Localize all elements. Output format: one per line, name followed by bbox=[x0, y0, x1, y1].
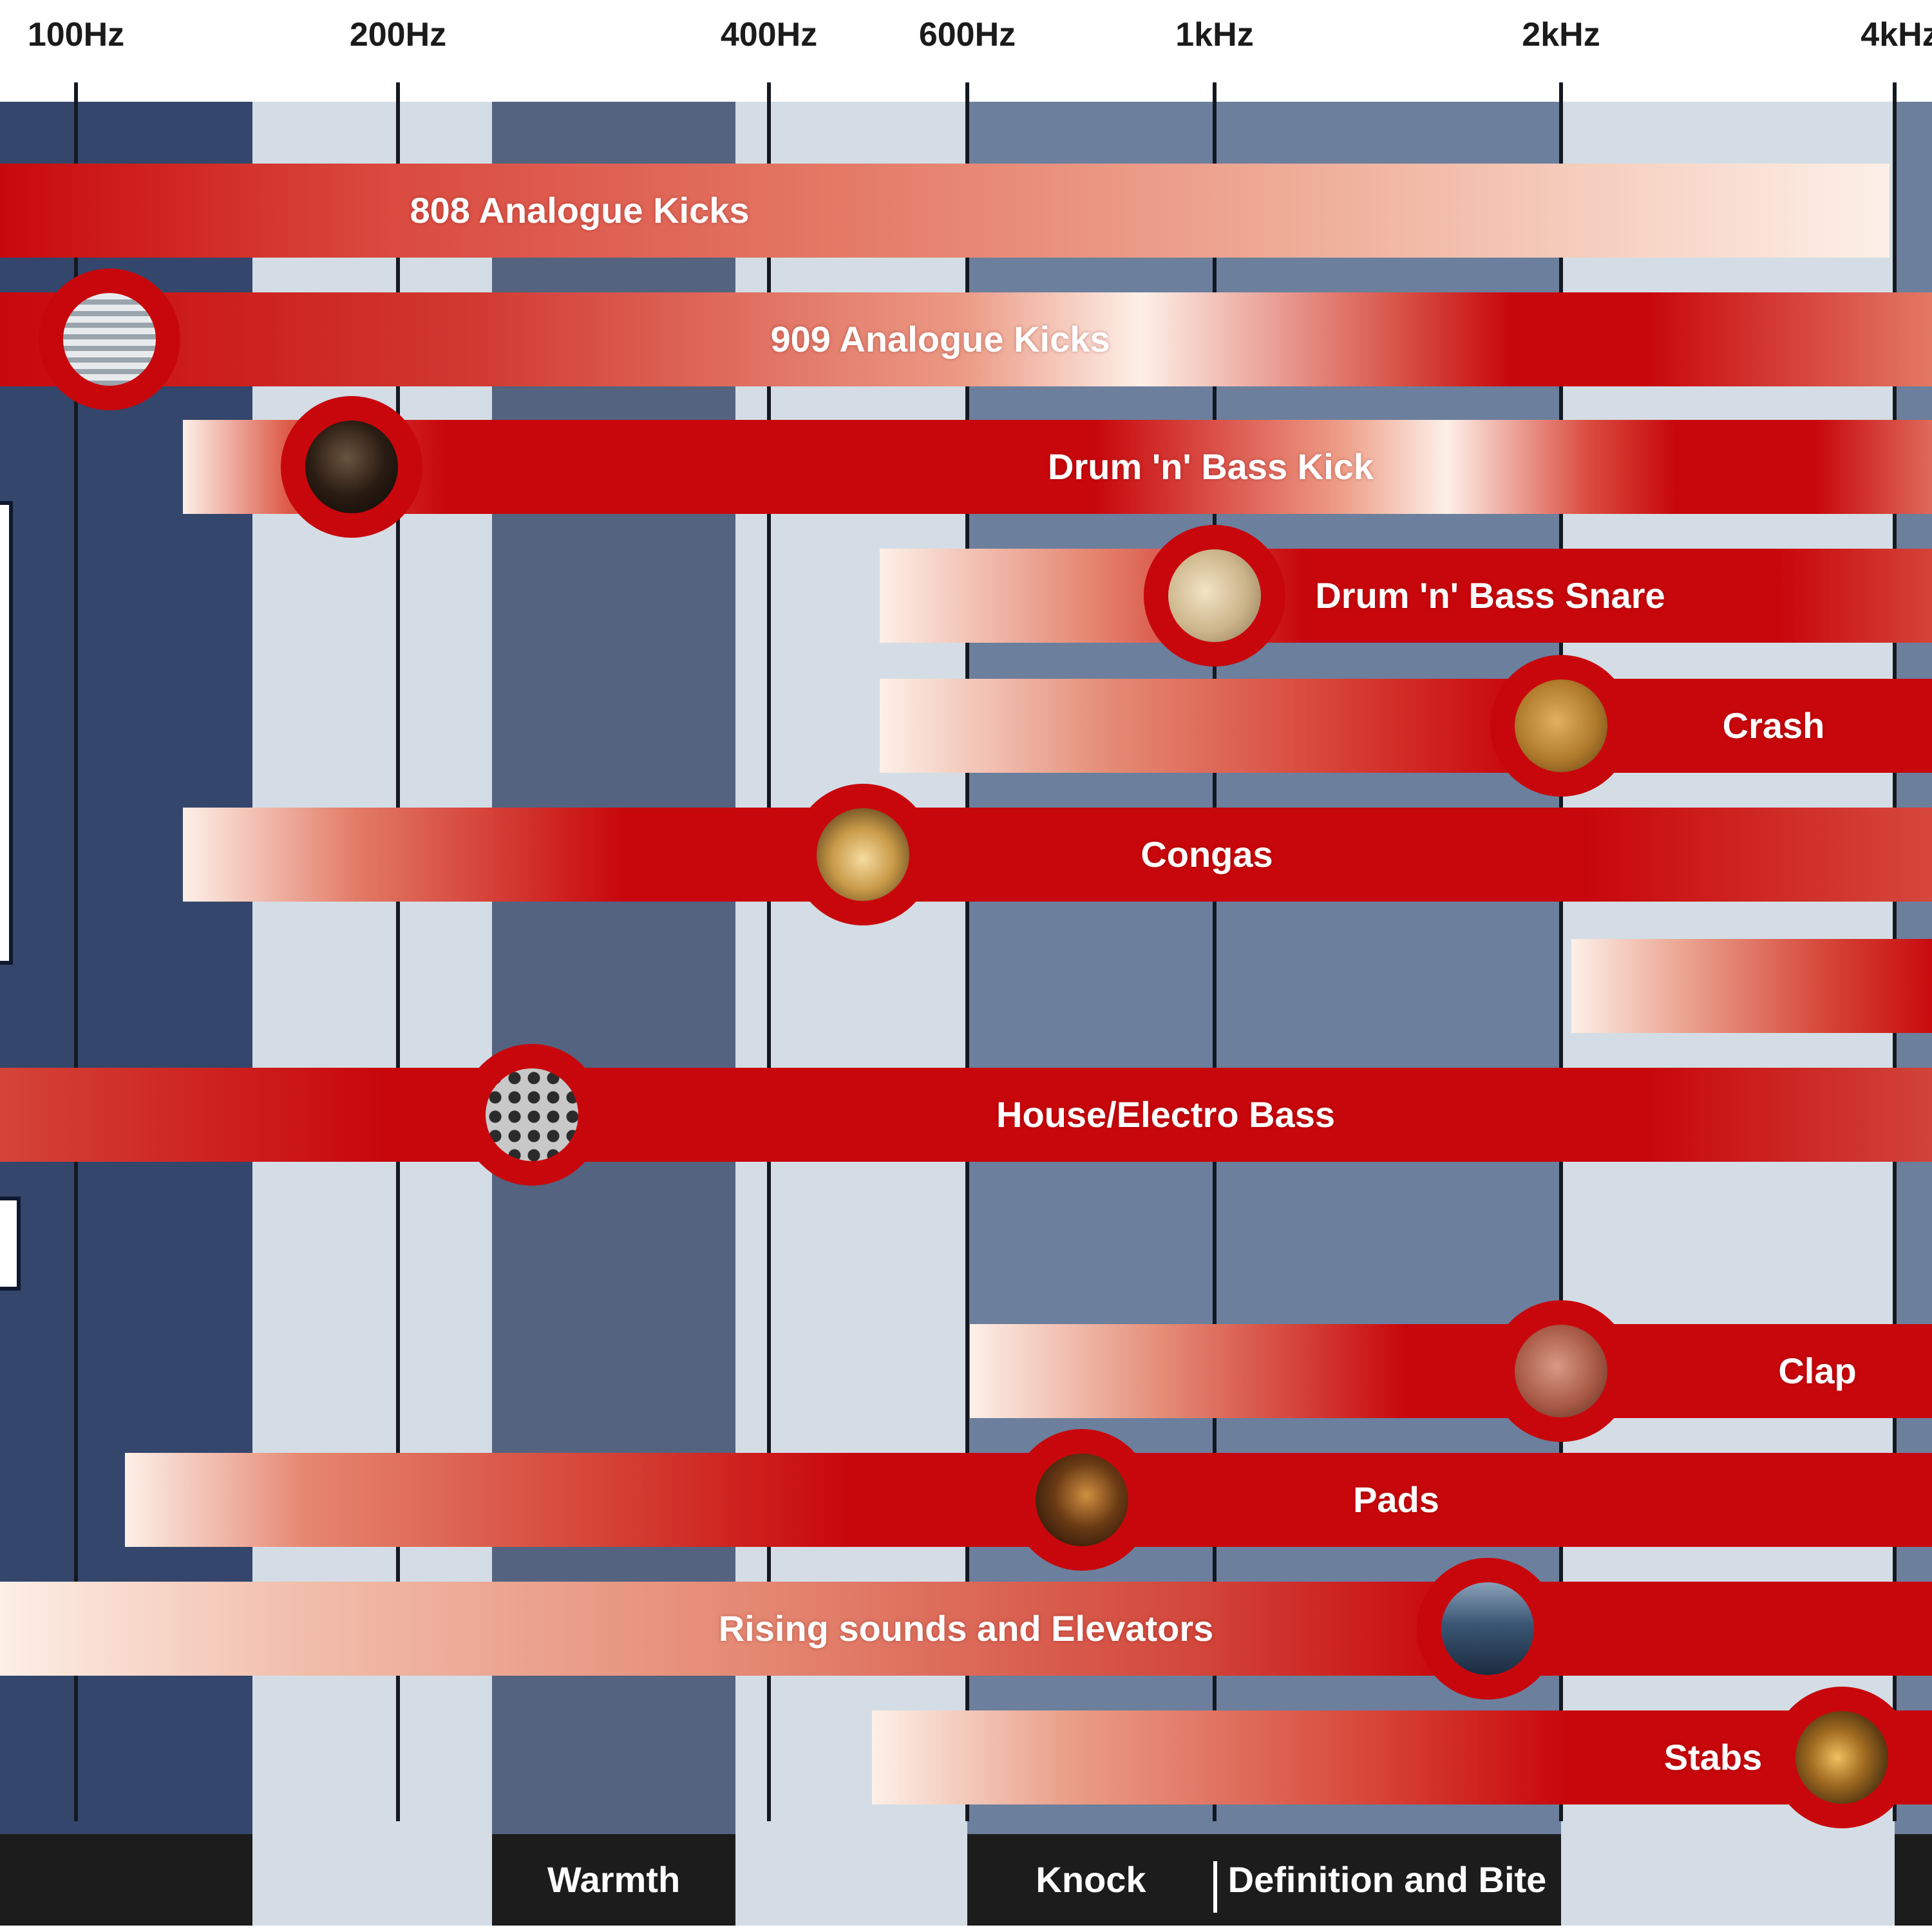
frequency-label: 1kHz bbox=[1175, 16, 1254, 53]
frequency-gridline bbox=[1213, 82, 1217, 1821]
frequency-band: Stabs bbox=[872, 1710, 1932, 1804]
zone-bar bbox=[967, 1834, 1561, 1926]
frequency-band: Drum 'n' Bass Kick bbox=[183, 420, 1932, 514]
band-label: Pads bbox=[1353, 1479, 1439, 1520]
zone-bar bbox=[1895, 1834, 1932, 1926]
zone-divider bbox=[1213, 1861, 1217, 1913]
grille-photo-icon bbox=[39, 269, 180, 410]
frequency-label: 2kHz bbox=[1522, 16, 1600, 53]
band-label: Stabs bbox=[1663, 1737, 1763, 1777]
frequency-band: Congas bbox=[183, 808, 1932, 902]
band-label: Drum 'n' Bass Kick bbox=[1048, 446, 1374, 487]
frequency-label: 200Hz bbox=[349, 16, 447, 53]
frequency-band: Drum 'n' Bass Snare bbox=[880, 549, 1932, 643]
legend-box bbox=[0, 501, 13, 965]
hands-photo-icon bbox=[1490, 1300, 1632, 1442]
frequency-band: Rising sounds and Elevators bbox=[0, 1582, 1932, 1676]
frequency-band bbox=[1571, 939, 1932, 1033]
frequency-band: Crash bbox=[880, 679, 1932, 773]
band-label: Clap bbox=[1778, 1350, 1857, 1391]
band-label: 909 Analogue Kicks bbox=[770, 319, 1110, 359]
icon-image bbox=[486, 1068, 578, 1161]
synth-photo-icon bbox=[1011, 1429, 1153, 1571]
frequency-band: 808 Analogue Kicks bbox=[0, 164, 1889, 258]
snare-photo-icon bbox=[1144, 525, 1285, 667]
frequency-gridline bbox=[74, 82, 78, 1821]
band-label: Rising sounds and Elevators bbox=[718, 1608, 1214, 1649]
band-label: House/Electro Bass bbox=[996, 1094, 1335, 1135]
speaker-photo-icon bbox=[461, 1044, 603, 1186]
icon-image bbox=[1168, 549, 1261, 642]
band-label: Crash bbox=[1722, 705, 1825, 746]
icon-image bbox=[817, 808, 909, 901]
frequency-gridline bbox=[965, 82, 969, 1821]
icon-image bbox=[1795, 1711, 1888, 1804]
frequency-band: Clap bbox=[970, 1324, 1932, 1418]
legend-box bbox=[0, 1197, 21, 1291]
frequency-label: 400Hz bbox=[720, 16, 818, 53]
zone-label: Definition and Bite bbox=[1227, 1859, 1547, 1900]
icon-image bbox=[63, 293, 156, 386]
conga-photo-icon bbox=[792, 784, 934, 925]
frequency-gridline bbox=[1559, 82, 1563, 1821]
frequency-band: House/Electro Bass bbox=[0, 1068, 1932, 1162]
trumpet-photo-icon bbox=[1771, 1687, 1913, 1828]
cymbal-photo-icon bbox=[1490, 655, 1632, 797]
frequency-gridline bbox=[396, 82, 400, 1821]
frequency-label: 600Hz bbox=[918, 16, 1016, 53]
frequency-label: 4kHz bbox=[1861, 16, 1932, 53]
zone-label: Warmth bbox=[547, 1859, 681, 1900]
frequency-band: 909 Analogue Kicks bbox=[0, 292, 1932, 386]
frequency-gridline bbox=[767, 82, 771, 1821]
band-label: 808 Analogue Kicks bbox=[410, 190, 750, 231]
city-photo-icon bbox=[1417, 1558, 1558, 1700]
frequency-label: 100Hz bbox=[27, 16, 125, 53]
band-label: Drum 'n' Bass Snare bbox=[1315, 575, 1665, 616]
icon-image bbox=[1515, 1325, 1607, 1417]
zone-label: Knock bbox=[1036, 1859, 1146, 1900]
band-label: Congas bbox=[1141, 834, 1273, 875]
icon-image bbox=[1515, 679, 1607, 772]
icon-image bbox=[1036, 1454, 1128, 1546]
zone-bar bbox=[492, 1834, 735, 1926]
icon-image bbox=[1441, 1582, 1534, 1675]
zone-bar bbox=[0, 1834, 252, 1926]
drum-photo-icon bbox=[281, 396, 422, 538]
icon-image bbox=[305, 421, 398, 513]
